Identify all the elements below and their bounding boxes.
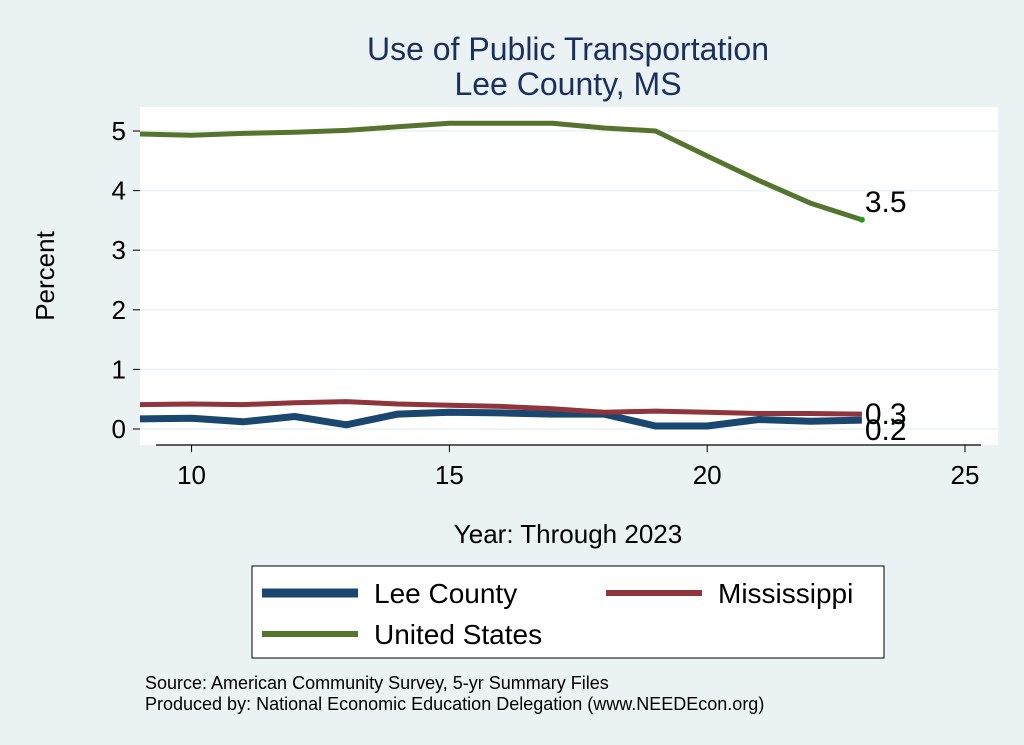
x-axis-title: Year: Through 2023 [454,519,682,549]
y-axis-title: Percent [30,230,60,320]
source-note: Source: American Community Survey, 5-yr … [145,673,609,693]
series-line-mississippi [139,399,862,417]
producer-note: Produced by: National Economic Education… [145,694,764,714]
y-tick-label: 4 [112,176,126,206]
series-group [139,120,863,430]
x-tick-label: 20 [693,460,722,490]
series-line-lee-county [139,408,862,430]
series-line-united-states [139,120,863,223]
plot-area [140,107,998,445]
x-tick-label: 25 [951,460,980,490]
chart-title: Use of Public Transportation [367,31,769,67]
end-label-lee-county: 0.2 [865,414,907,447]
legend: Lee County Mississippi United States [251,565,885,659]
end-label-mississippi: 0.3 [865,398,907,431]
legend-label-lee-county: Lee County [374,578,517,609]
y-tick-label: 3 [112,235,126,265]
x-tick-label: 10 [177,460,206,490]
end-point-marker [858,216,865,223]
end-label-united-states: 3.5 [865,186,907,219]
y-tick-label: 2 [112,295,126,325]
legend-label-mississippi: Mississippi [718,578,853,609]
chart-subtitle: Lee County, MS [454,66,681,102]
grid [140,130,998,430]
end-labels: 0.20.3 3.5 [858,186,907,447]
x-tick-label: 15 [435,460,464,490]
legend-box [251,565,885,659]
y-tick-label: 5 [112,116,126,146]
y-tick-label: 1 [112,354,126,384]
axes: 0 1 2 3 4 5 10 15 20 25 [112,116,981,490]
legend-label-united-states: United States [374,619,542,650]
y-tick-label: 0 [112,414,126,444]
